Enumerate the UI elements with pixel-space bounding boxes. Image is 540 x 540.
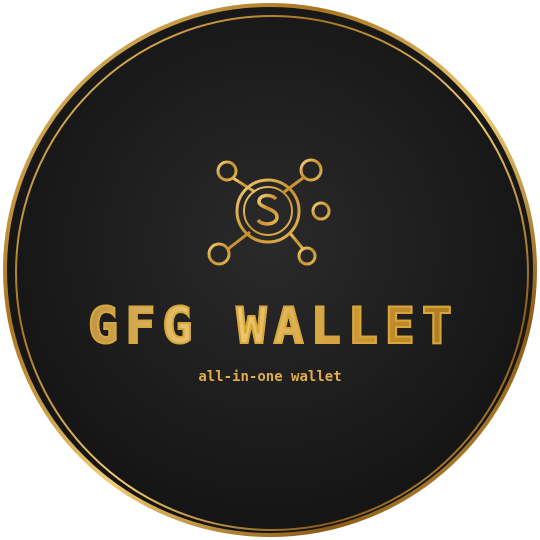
brand-name: GFG WALLET <box>0 296 540 356</box>
tagline: all-in-one wallet <box>198 369 342 385</box>
badge-disc <box>4 4 536 536</box>
badge-inner-ring <box>15 15 529 531</box>
dollar-network-icon <box>207 158 331 266</box>
badge-outer-ring <box>3 3 537 537</box>
